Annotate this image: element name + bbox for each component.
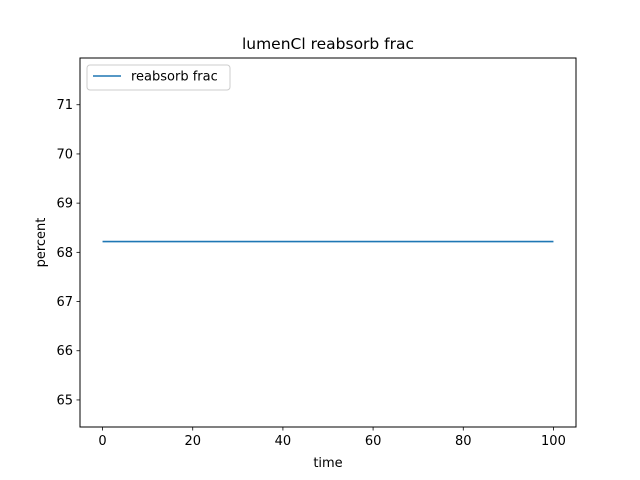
x-axis-ticks: 0 20 40 60 80 100 [98,427,566,449]
x-tick-label: 0 [98,434,106,449]
x-axis-label: time [313,456,342,471]
y-tick-label: 68 [56,246,73,261]
y-tick-label: 70 [56,147,73,162]
y-tick-label: 66 [56,344,73,359]
x-tick-label: 80 [455,434,472,449]
y-tick-label: 65 [56,393,73,408]
chart-title: lumenCl reabsorb frac [242,35,414,53]
y-tick-label: 67 [56,295,73,310]
legend: reabsorb frac [86,64,231,91]
plot-area [80,58,576,427]
y-tick-label: 71 [56,98,73,113]
y-axis-ticks: 65 66 67 68 69 70 71 [56,98,80,408]
legend-label: reabsorb frac [131,70,218,85]
x-tick-label: 100 [541,434,566,449]
y-axis-label: percent [34,218,49,268]
x-tick-label: 40 [275,434,292,449]
x-tick-label: 20 [184,434,201,449]
legend-box [86,64,231,91]
x-tick-label: 60 [365,434,382,449]
plot-frame [79,57,577,428]
y-tick-label: 69 [56,197,73,212]
